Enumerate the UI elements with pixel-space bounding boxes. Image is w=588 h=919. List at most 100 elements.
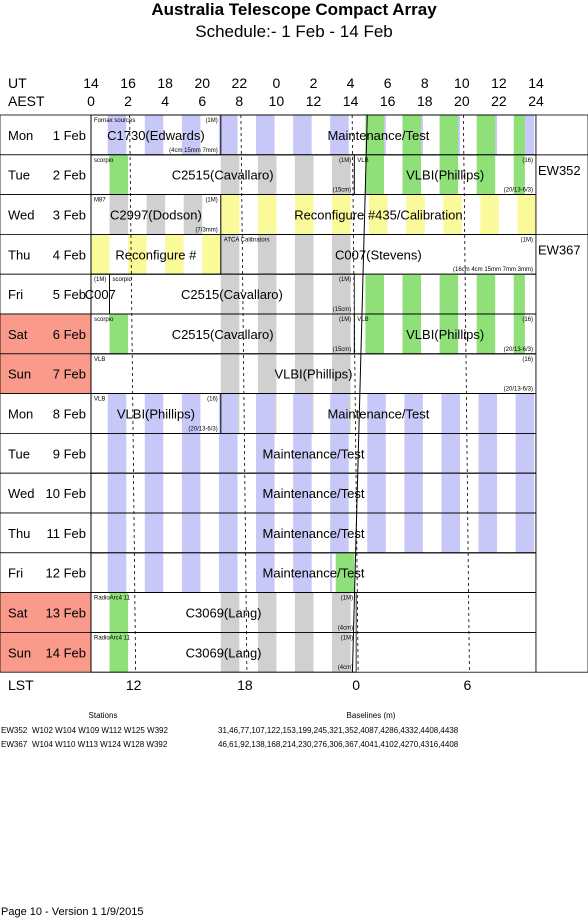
block-note: (1M) [94,277,106,283]
band-stripe [294,314,314,354]
day-label-cell [0,114,92,156]
day-label-cell [0,592,92,633]
band-stripe [335,552,355,593]
block-note: (16) [522,158,533,164]
band-stripe [257,154,277,195]
day-label-cell [0,313,92,355]
aest-tick: 12 [306,93,322,109]
band-stripe [476,274,496,314]
aest-tick: 6 [198,93,206,109]
band-stripe [256,473,275,513]
band-stripe [144,393,164,434]
band-stripe [330,115,349,155]
aest-tick: 8 [235,93,243,109]
baseline-list: 31,46,77,107,122,153,199,245,321,352,408… [218,726,459,735]
band-stripe [181,433,201,474]
ut-tick: 14 [528,75,544,91]
aest-label: AEST [8,93,45,109]
block-label: C3069(Lang) [186,606,262,621]
band-stripe [144,552,164,593]
ut-tick: 2 [310,75,318,91]
band-stripe [439,115,459,155]
block-note: ATCA Calibrators [224,237,270,243]
band-stripe [181,513,201,553]
block-label: VLBI(Phillips) [274,367,352,382]
band-stripe [218,115,238,155]
band-stripe [515,473,535,513]
aest-tick: 20 [454,93,470,109]
day-of-week: Wed [8,208,35,223]
block-note: (1M) [341,635,353,641]
band-stripe [146,194,166,235]
band-stripe [404,393,423,434]
lst-tick: 18 [237,677,253,693]
band-stripe [218,473,238,513]
band-stripe [183,194,203,235]
block-note: Fornax sources [94,118,135,124]
band-stripe [330,552,333,593]
day-label-cell [0,353,92,394]
band-stripe [107,473,127,513]
band-stripe [256,552,275,593]
day-date: 9 Feb [53,446,86,461]
lst-guide-line [351,114,359,673]
band-stripe [256,393,275,434]
band-stripe [367,393,386,434]
band-stripe [441,473,460,513]
band-stripe [441,513,460,553]
station-list: W102 W104 W109 W112 W125 W392 [32,726,168,735]
block-note: (4cm) [338,625,353,631]
band-stripe [365,314,384,354]
block-label: VLBI(Phillips) [406,168,484,183]
day-date: 10 Feb [46,486,86,501]
block-note: (1M) [339,277,351,283]
band-stripe [332,632,351,673]
day-label-cell [0,273,92,315]
band-stripe [294,353,314,394]
config-cell [535,233,588,673]
band-stripe [293,513,312,553]
block-note: scorpio [94,317,114,323]
day-date: 11 Feb [46,526,86,541]
page-title: Australia Telescope Compact Array [151,0,437,19]
band-stripe [144,513,164,553]
band-stripe [367,473,386,513]
block-note: scorpio [113,277,133,283]
band-stripe [406,194,425,235]
band-stripe [107,433,127,474]
band-stripe [367,433,386,474]
band-stripe [515,393,535,434]
band-stripe [404,433,423,474]
band-stripe [513,314,525,354]
band-stripe [332,274,351,314]
band-stripe [513,115,525,155]
block-note: VLB [357,158,368,164]
aest-tick: 14 [343,93,359,109]
stations-header: Stations [89,711,118,720]
band-stripe [91,234,110,275]
band-stripe [294,154,314,195]
band-stripe [404,473,423,513]
band-stripe [439,274,459,314]
band-stripe [107,115,127,155]
band-stripe [144,473,164,513]
ut-label: UT [8,75,27,91]
day-of-week: Fri [8,566,23,581]
block-note: (16) [522,357,533,363]
block-note: (16) [522,317,533,323]
block-note: (20/13-6/3) [504,347,533,353]
band-stripe [439,314,459,354]
band-stripe [332,353,351,394]
day-date: 8 Feb [53,407,86,422]
band-stripe [257,353,277,394]
lst-guide-line [462,114,470,673]
config-label: EW352 [538,163,581,178]
band-stripe [107,393,127,434]
band-stripe [441,393,460,434]
band-stripe [220,314,240,354]
block-note: (15cm) [333,347,352,353]
band-stripe [220,353,240,394]
band-stripe [181,473,201,513]
block-note: (20/13-6/3) [504,387,533,393]
config-label: EW367 [538,242,581,257]
